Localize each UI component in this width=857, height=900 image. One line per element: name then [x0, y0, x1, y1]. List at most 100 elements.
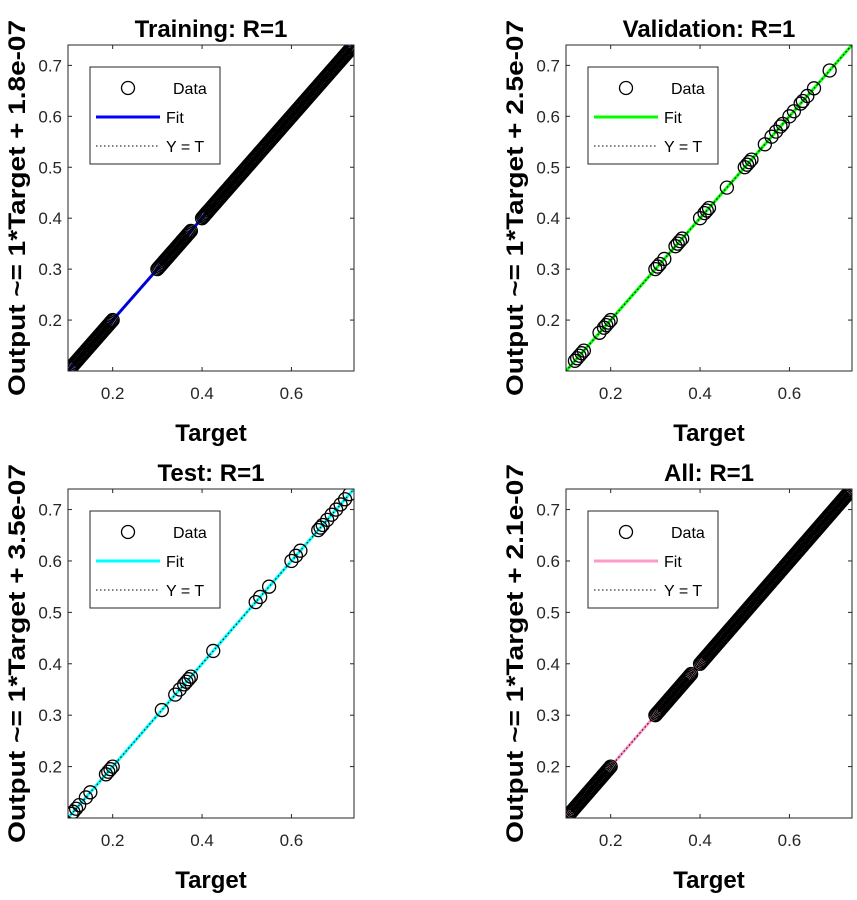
- data-point: [181, 672, 196, 687]
- data-point: [699, 203, 714, 218]
- x-tick-label: 0.2: [101, 384, 125, 403]
- legend-identity-label: Y = T: [664, 583, 702, 600]
- data-point: [657, 251, 672, 267]
- data-point: [806, 81, 822, 96]
- data-point: [683, 666, 699, 682]
- data-point: [782, 109, 797, 124]
- data-point: [839, 489, 852, 503]
- data-point: [68, 801, 84, 816]
- data-point: [773, 119, 788, 134]
- y-tick-label: 0.4: [38, 209, 62, 228]
- data-point: [103, 762, 118, 777]
- data-point: [719, 180, 735, 195]
- data-point: [841, 489, 852, 501]
- y-tick-label: 0.6: [536, 107, 560, 126]
- y-tick-label: 0.5: [536, 158, 560, 177]
- data-point: [739, 157, 755, 172]
- y-axis-label: Output ~= 1*Target + 2.5e-07: [502, 20, 529, 396]
- data-point: [679, 672, 694, 687]
- y-tick-label: 0.3: [536, 706, 560, 725]
- y-tick-label: 0.2: [536, 311, 560, 330]
- data-point: [154, 702, 169, 718]
- data-point: [601, 762, 616, 777]
- x-tick-label: 0.6: [778, 384, 802, 403]
- x-tick-label: 0.2: [599, 384, 623, 403]
- data-point: [324, 507, 339, 522]
- data-point: [680, 670, 695, 686]
- y-tick-label: 0.2: [536, 758, 560, 777]
- data-point: [701, 200, 717, 216]
- identity-line: [68, 489, 354, 818]
- axes-frame: [565, 488, 853, 819]
- y-tick-label: 0.5: [38, 603, 62, 622]
- y-tick-label: 0.6: [38, 552, 62, 571]
- y-tick-label: 0.3: [38, 706, 62, 725]
- data-point: [795, 93, 810, 109]
- data-point: [572, 348, 587, 363]
- data-point: [293, 543, 308, 558]
- x-axis-label: Target: [673, 420, 745, 447]
- data-point: [78, 790, 94, 805]
- chart-title: Test: R=1: [158, 460, 265, 487]
- y-tick-label: 0.5: [536, 603, 560, 622]
- data-point: [600, 763, 615, 778]
- data-point: [182, 225, 197, 240]
- data-point: [101, 318, 116, 333]
- data-point: [697, 205, 712, 221]
- x-tick-label: 0.4: [190, 384, 214, 403]
- legend-fit-label: Fit: [664, 110, 682, 127]
- data-point: [261, 579, 277, 594]
- data-point: [675, 231, 690, 246]
- data-point: [199, 205, 214, 221]
- x-tick-label: 0.4: [688, 831, 712, 850]
- data-point: [248, 594, 263, 610]
- x-tick-label: 0.2: [599, 831, 623, 850]
- y-tick-label: 0.6: [536, 552, 560, 571]
- legend-identity-label: Y = T: [166, 583, 204, 600]
- y-tick-label: 0.5: [38, 158, 62, 177]
- y-tick-label: 0.7: [38, 501, 62, 520]
- x-tick-label: 0.6: [280, 384, 304, 403]
- chart-title: All: R=1: [664, 460, 754, 487]
- x-tick-label: 0.4: [688, 384, 712, 403]
- all-regression-panel: 0.2 0.4 0.6 0.2 0.3 0.4 0.5 0.6 0.7 All: R=1 Targe…: [502, 460, 853, 894]
- plot-content: [68, 45, 354, 371]
- data-point: [320, 512, 335, 527]
- y-tick-label: 0.7: [536, 56, 560, 75]
- legend: Data Fit Y = T: [89, 66, 221, 165]
- data-point: [181, 226, 196, 241]
- data-point: [764, 129, 779, 144]
- data-point: [68, 806, 79, 818]
- data-point: [328, 502, 344, 517]
- data-point: [288, 548, 304, 563]
- y-axis-label: Output ~= 1*Target + 1.8e-07: [4, 20, 31, 396]
- legend-data-label: Data: [671, 525, 705, 542]
- data-point: [744, 152, 759, 167]
- data-point: [342, 489, 354, 502]
- data-point: [602, 760, 617, 776]
- data-point: [337, 492, 353, 507]
- data-point: [103, 315, 118, 330]
- y-tick-label: 0.2: [38, 758, 62, 777]
- data-point: [341, 45, 354, 59]
- plot-content: [566, 45, 852, 371]
- legend-identity-label: Y = T: [664, 139, 702, 156]
- legend: Data Fit Y = T: [89, 510, 221, 609]
- data-point: [843, 489, 852, 498]
- data-point: [342, 45, 354, 58]
- data-point: [83, 785, 98, 800]
- data-point: [206, 643, 221, 659]
- data-point: [101, 764, 116, 779]
- data-point: [574, 346, 589, 361]
- data-point: [168, 687, 183, 702]
- chart-title: Training: R=1: [135, 16, 288, 43]
- data-point: [253, 589, 268, 605]
- data-point: [105, 759, 120, 774]
- legend-data-label: Data: [671, 81, 705, 98]
- legend-data-marker: [618, 524, 634, 540]
- legend-fit-label: Fit: [166, 554, 184, 571]
- y-tick-label: 0.3: [38, 260, 62, 279]
- legend-data-marker: [618, 80, 634, 96]
- x-tick-label: 0.6: [280, 831, 304, 850]
- y-tick-label: 0.3: [536, 260, 560, 279]
